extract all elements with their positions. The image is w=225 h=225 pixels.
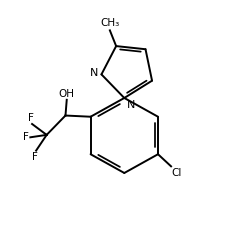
Text: N: N xyxy=(126,100,135,110)
Text: F: F xyxy=(32,152,38,162)
Text: Cl: Cl xyxy=(171,168,181,178)
Text: F: F xyxy=(23,132,29,142)
Text: OH: OH xyxy=(58,89,74,99)
Text: N: N xyxy=(90,68,98,78)
Text: CH₃: CH₃ xyxy=(100,18,119,28)
Text: F: F xyxy=(27,113,33,123)
